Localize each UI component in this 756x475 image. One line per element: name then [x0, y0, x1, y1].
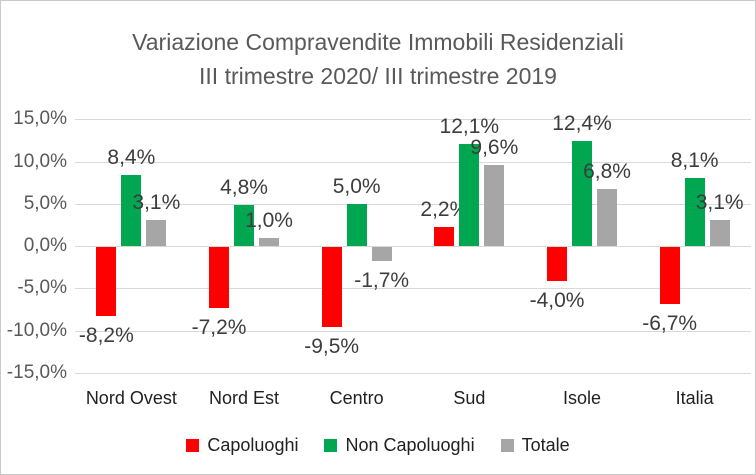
chart-title-line-1: Variazione Compravendite Immobili Reside… — [132, 29, 624, 55]
bar-capoluoghi-isole — [547, 247, 567, 281]
bar-capoluoghi-italia — [659, 247, 680, 304]
legend-label: Non Capoluoghi — [345, 435, 475, 455]
data-label-non-capoluoghi-centro: 5,0% — [332, 174, 381, 198]
y-axis-tick-label: 15,0% — [13, 108, 67, 130]
data-label-totale-nord-ovest: 3,1% — [132, 190, 181, 214]
bar-capoluoghi-centro — [321, 247, 342, 328]
bar-capoluoghi-nord-est — [209, 247, 229, 308]
bar-totale-italia — [709, 219, 730, 246]
gridline — [75, 330, 751, 332]
bar-totale-nord-ovest — [146, 219, 167, 246]
data-label-totale-isole: 6,8% — [583, 159, 631, 183]
bar-non-capoluoghi-italia — [684, 177, 705, 246]
legend-label: Totale — [521, 435, 570, 455]
legend-item-capoluoghi: Capoluoghi — [186, 435, 298, 456]
gridline — [75, 288, 751, 290]
y-axis-tick-label: -5,0% — [17, 277, 67, 299]
legend-label: Capoluoghi — [207, 435, 299, 455]
data-label-non-capoluoghi-isole: 12,4% — [552, 112, 612, 136]
data-label-totale-centro: -1,7% — [354, 269, 410, 293]
data-label-capoluoghi-nord-est: -7,2% — [191, 315, 247, 339]
gridline — [75, 203, 751, 205]
data-label-capoluoghi-nord-ovest: -8,2% — [78, 324, 134, 348]
bar-non-capoluoghi-centro — [346, 203, 367, 246]
data-label-totale-italia: 3,1% — [695, 190, 744, 214]
bar-totale-nord-est — [259, 237, 279, 246]
data-label-non-capoluoghi-nord-est: 4,8% — [220, 176, 268, 200]
x-category-label-italia: Italia — [675, 388, 714, 408]
bar-non-capoluoghi-nord-est — [234, 205, 254, 246]
legend-item-non-capoluoghi: Non Capoluoghi — [324, 435, 475, 456]
gridline — [75, 161, 751, 163]
legend-item-totale: Totale — [500, 435, 570, 456]
bar-non-capoluoghi-isole — [572, 141, 592, 246]
gridline — [75, 119, 751, 121]
bar-non-capoluoghi-nord-ovest — [121, 175, 142, 246]
y-axis-tick-label: -15,0% — [6, 361, 67, 383]
y-axis-tick-label: 10,0% — [13, 150, 67, 172]
data-label-capoluoghi-isole: -4,0% — [529, 288, 585, 312]
data-label-capoluoghi-centro: -9,5% — [304, 335, 360, 359]
bar-totale-isole — [597, 188, 617, 246]
x-category-label-nord-ovest: Nord Ovest — [85, 388, 177, 408]
x-category-label-sud: Sud — [453, 388, 486, 408]
bar-totale-centro — [371, 247, 392, 262]
x-category-label-centro: Centro — [329, 388, 384, 408]
y-axis-tick-label: 0,0% — [23, 235, 67, 256]
legend: Capoluoghi Non Capoluoghi Totale — [1, 435, 755, 456]
gridline — [75, 246, 751, 247]
data-label-totale-sud: 9,6% — [470, 135, 519, 159]
data-label-non-capoluoghi-italia: 8,1% — [670, 148, 719, 172]
y-axis-tick-label: -10,0% — [6, 319, 67, 341]
x-category-label-nord-est: Nord Est — [208, 388, 280, 408]
data-label-capoluoghi-sud: 2,2% — [420, 198, 469, 222]
bar-non-capoluoghi-sud — [459, 143, 480, 246]
chart-title: Variazione Compravendite Immobili Reside… — [1, 25, 755, 93]
chart-title-line-2: III trimestre 2020/ III trimestre 2019 — [199, 63, 557, 89]
x-category-label-isole: Isole — [562, 388, 602, 408]
data-label-non-capoluoghi-nord-ovest: 8,4% — [107, 146, 156, 170]
data-label-non-capoluoghi-sud: 12,1% — [439, 114, 500, 138]
bar-capoluoghi-nord-ovest — [96, 247, 117, 317]
data-label-totale-nord-est: 1,0% — [245, 208, 293, 232]
data-label-capoluoghi-italia: -6,7% — [642, 311, 698, 335]
gridline — [75, 372, 751, 374]
y-axis-tick-label: 5,0% — [23, 192, 67, 214]
legend-marker-icon — [324, 439, 338, 452]
legend-marker-icon — [500, 439, 514, 452]
bar-totale-sud — [484, 164, 505, 246]
legend-marker-icon — [186, 439, 200, 452]
bar-capoluoghi-sud — [434, 227, 455, 246]
